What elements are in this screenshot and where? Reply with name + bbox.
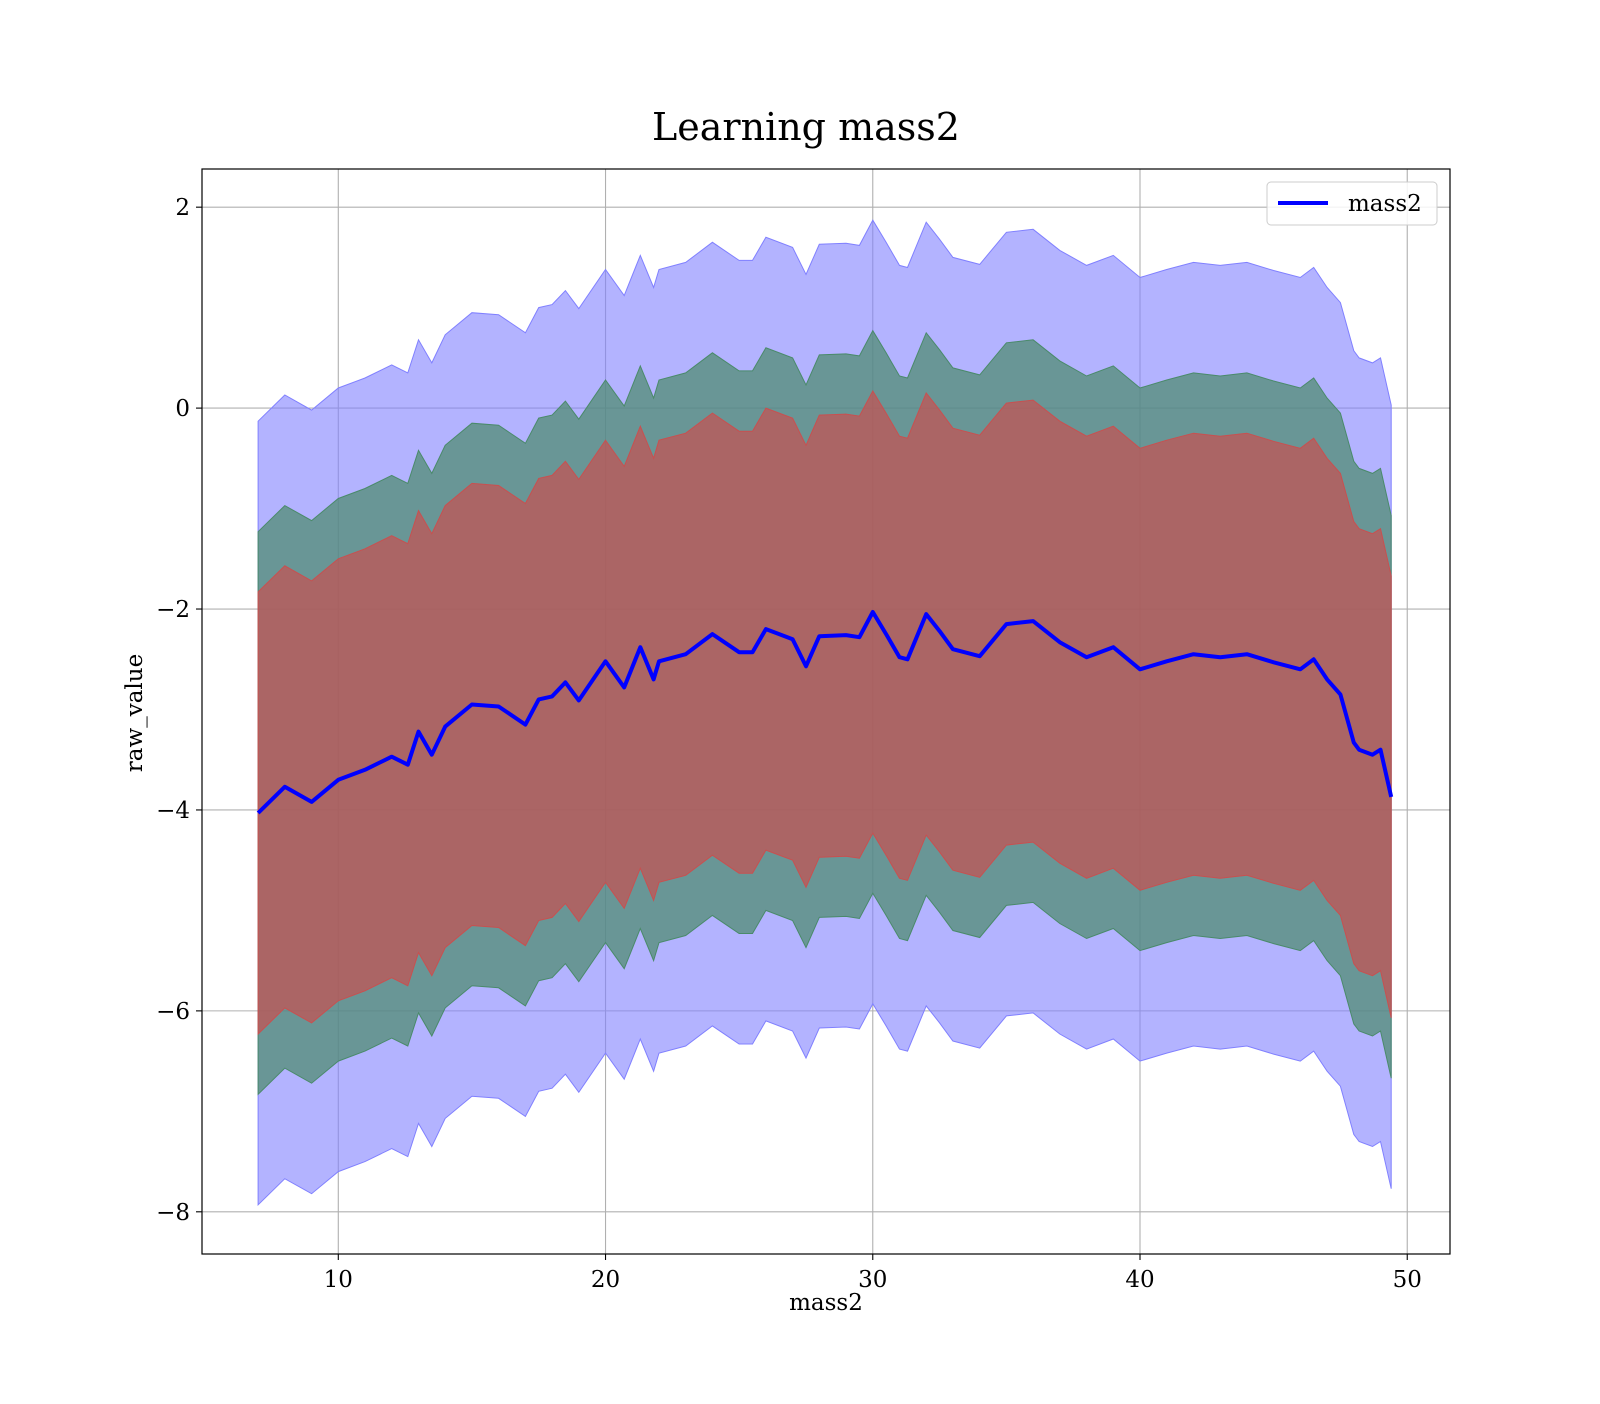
band-inner — [257, 389, 1392, 1036]
y-tick-label: 2 — [175, 195, 190, 221]
y-tick-label: −4 — [156, 798, 190, 824]
plot-frame — [201, 168, 1451, 1255]
y-tick-label: −6 — [156, 999, 190, 1025]
series-line-mass2 — [256, 610, 1394, 815]
y-axis-ticks: −8 −6 −4 −2 0 2 — [156, 195, 202, 1226]
y-tick-label: −2 — [156, 597, 190, 623]
x-axis-label: mass2 — [789, 1290, 863, 1316]
x-tick-label: 10 — [324, 1267, 353, 1293]
series-lines — [256, 610, 1394, 815]
confidence-bands — [257, 219, 1392, 1206]
x-tick-label: 20 — [591, 1267, 620, 1293]
x-tick-label: 40 — [1125, 1267, 1154, 1293]
x-axis-ticks: 10 20 30 40 50 — [324, 1254, 1422, 1293]
chart-title: Learning mass2 — [652, 105, 960, 149]
y-tick-label: 0 — [175, 396, 190, 422]
x-tick-label: 30 — [858, 1267, 887, 1293]
x-tick-label: 50 — [1393, 1267, 1422, 1293]
legend: mass2 — [1266, 181, 1438, 226]
legend-box — [1266, 181, 1438, 226]
y-axis-label: raw_value — [122, 654, 148, 772]
y-tick-label: −8 — [156, 1200, 190, 1226]
legend-label-mass2: mass2 — [1348, 191, 1422, 217]
